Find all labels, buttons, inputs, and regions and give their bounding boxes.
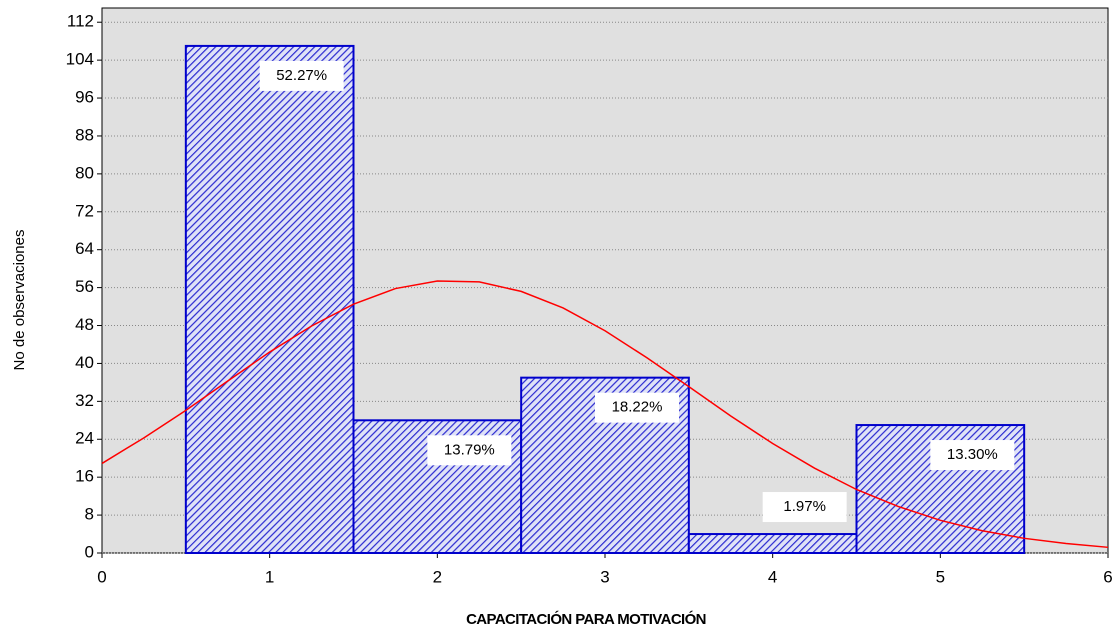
bar-label-box: [595, 392, 679, 423]
y-tick-label: 112: [67, 12, 94, 31]
x-tick-label: 6: [1103, 567, 1112, 586]
y-tick-label: 40: [75, 353, 94, 372]
y-tick-label: 96: [75, 88, 94, 107]
bar-label-box: [930, 440, 1015, 471]
bar: [184, 44, 355, 554]
y-tick-label: 64: [75, 239, 94, 258]
y-tick-label: 88: [75, 125, 94, 144]
bar-label: 52.27%: [276, 67, 327, 84]
x-tick-label: 1: [265, 567, 274, 586]
x-tick-label: 2: [433, 567, 442, 586]
x-tick-label: 5: [936, 567, 945, 586]
bar-label-box: [762, 492, 847, 523]
bar-label: 13.30%: [947, 446, 998, 463]
normal-curve: [101, 280, 1109, 549]
y-tick-label: 24: [75, 429, 94, 448]
y-tick-label: 0: [85, 542, 94, 561]
y-tick-label: 56: [75, 277, 94, 296]
x-tick-label: 0: [97, 567, 106, 586]
y-tick-label: 48: [75, 315, 94, 334]
bar-label: 18.22%: [612, 399, 663, 416]
bar: [687, 533, 858, 554]
y-tick-label: 104: [66, 50, 94, 69]
x-tick-label: 4: [768, 567, 777, 586]
x-tick-label: 3: [600, 567, 609, 586]
bar-label: 1.97%: [783, 498, 826, 515]
y-axis-label: No de observaciones: [11, 230, 28, 371]
x-axis-label: CAPACITACIÓN PARA MOTIVACIÓN: [466, 610, 706, 628]
bar-label-box: [259, 60, 344, 91]
bar-label: 13.79%: [444, 441, 495, 458]
y-tick-label: 8: [85, 505, 94, 524]
y-tick-label: 72: [75, 201, 94, 220]
y-tick-label: 16: [75, 467, 94, 486]
bar-label-box: [427, 435, 512, 466]
y-tick-label: 32: [75, 391, 94, 410]
y-tick-label: 80: [75, 163, 94, 182]
